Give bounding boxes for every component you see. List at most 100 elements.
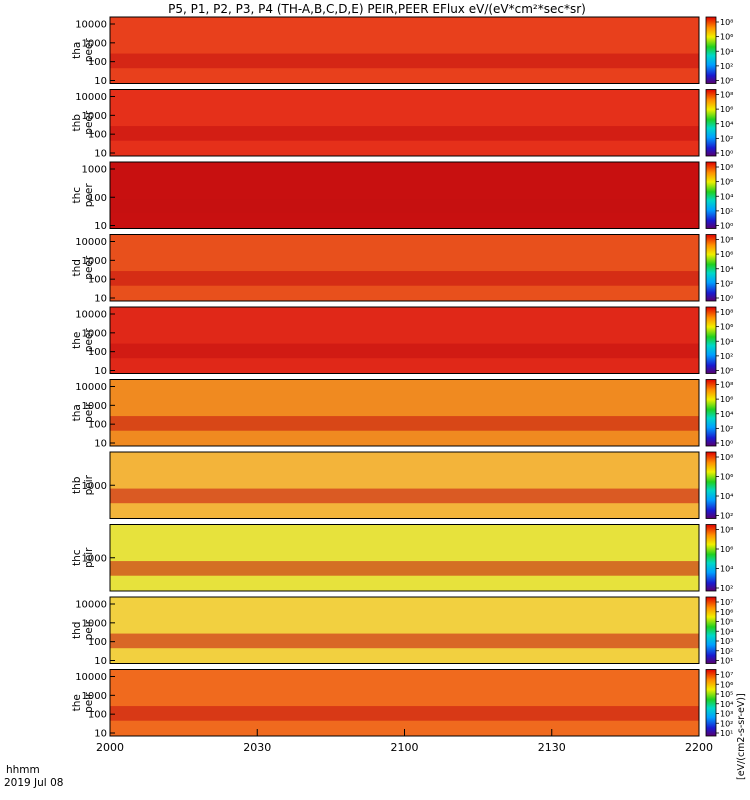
colorbar-tick-label: 10² — [720, 134, 733, 143]
panel-label-instrument: peer — [83, 183, 95, 208]
heatmap-area — [110, 379, 699, 446]
colorbar-tick-label: 10⁶ — [720, 33, 733, 42]
panel-tha-peer: tha peer 10000 1000 100 10 10⁸ 10⁶ 10⁴ 10² 10⁰ — [71, 16, 733, 87]
panel-label-probe: tha — [71, 404, 83, 421]
panel-label-probe: the — [71, 332, 83, 349]
y-tick-label: 100 — [88, 637, 107, 648]
panel-frame — [109, 379, 700, 447]
heatmap-core-band — [110, 561, 699, 576]
panel-label-probe: tha — [71, 42, 83, 59]
colorbar-tick-label: 10⁴ — [720, 337, 733, 346]
colorbar-tick-label: 10⁰ — [720, 367, 733, 376]
colorbar-tick-label: 10⁶ — [720, 105, 733, 114]
colorbar-tick-label: 10⁶ — [720, 608, 733, 617]
panel-frame — [109, 596, 700, 664]
y-tick-label: 10 — [94, 149, 107, 160]
colorbar-tick-label: 10⁸ — [720, 163, 733, 172]
heatmap-area — [110, 89, 699, 156]
colorbar-tick-label: 10⁶ — [720, 473, 733, 482]
panel-label-probe: thb — [71, 114, 83, 132]
colorbar-tick-label: 10⁷ — [720, 598, 733, 607]
y-tick-label: 10000 — [75, 20, 107, 31]
colorbar-tick-label: 10⁸ — [720, 91, 733, 100]
heatmap-core-band — [110, 488, 699, 504]
figure-title: P5, P1, P2, P3, P4 (TH-A,B,C,D,E) PEIR,P… — [168, 2, 586, 16]
colorbar-tick-label: 10² — [720, 352, 733, 361]
heatmap-core-band — [110, 343, 699, 359]
colorbar-tick-label: 10⁸ — [720, 381, 733, 390]
y-tick-label: 100 — [88, 193, 107, 204]
panel-label-probe: the — [71, 694, 83, 711]
y-tick-label: 10 — [94, 76, 107, 87]
panel-label-instrument: peir — [83, 619, 95, 640]
colorbar-tick-label: 10⁴ — [720, 700, 733, 709]
colorbar-tick-label: 10⁸ — [720, 308, 733, 317]
colorbar-tick-label: 10⁵ — [720, 690, 733, 699]
colorbar-tick-label: 10² — [720, 719, 733, 728]
heatmap-area — [110, 162, 699, 229]
colorbar-tick-label: 10⁷ — [720, 671, 733, 680]
colorbar-tick-label: 10⁴ — [720, 492, 733, 501]
panel-label-instrument: peir — [83, 402, 95, 423]
panel-frame — [109, 16, 700, 84]
x-tick-label: 2000 — [96, 741, 124, 754]
colorbar — [705, 234, 717, 302]
y-tick-label: 10000 — [75, 310, 107, 321]
panel-label-probe: thb — [71, 476, 83, 494]
colorbar — [705, 89, 717, 157]
y-tick-label: 1000 — [82, 111, 107, 122]
colorbar-tick-label: 10⁰ — [720, 149, 733, 158]
colorbar-tick-label: 10⁰ — [720, 294, 733, 303]
panel-frame — [109, 234, 700, 302]
colorbar-tick-label: 10¹ — [720, 657, 733, 666]
colorbar-tick-label: 10³ — [720, 710, 733, 719]
y-tick-label: 10 — [94, 294, 107, 305]
panel-label-instrument: peir — [83, 547, 95, 568]
colorbar-tick-label: 10⁴ — [720, 565, 733, 574]
y-tick-label: 10000 — [75, 382, 107, 393]
y-tick-label: 100 — [88, 420, 107, 431]
y-tick-label: 10 — [94, 439, 107, 450]
panel-label-instrument: peer — [83, 328, 95, 353]
colorbar-tick-label: 10⁴ — [720, 47, 733, 56]
colorbar-tick-label: 10⁶ — [720, 545, 733, 554]
y-tick-label: 1000 — [82, 401, 107, 412]
heatmap-area — [110, 669, 699, 736]
colorbar-tick-label: 10² — [720, 62, 733, 71]
colorbar-tick-label: 10⁰ — [720, 77, 733, 86]
panel-frame — [109, 89, 700, 157]
panel-label-probe: thc — [71, 549, 83, 566]
heatmap-area — [110, 597, 699, 664]
colorbar — [705, 451, 717, 519]
y-tick-label: 100 — [88, 275, 107, 286]
panel-label-instrument: peer — [83, 110, 95, 135]
y-tick-label: 10000 — [75, 237, 107, 248]
y-tick-label: 1000 — [82, 553, 107, 564]
panel-label-probe: thd — [71, 622, 83, 639]
panel-label-instrument: peir — [83, 692, 95, 713]
x-tick-label: 2100 — [391, 741, 419, 754]
colorbar — [705, 669, 717, 737]
colorbar — [705, 524, 717, 592]
colorbar-tick-label: 10⁶ — [720, 395, 733, 404]
panel-tha-peir: tha peir 10000 1000 100 10 10⁸ 10⁶ 10⁴ 10² 10⁰ — [71, 379, 733, 450]
colorbar-tick-label: 10⁶ — [720, 680, 733, 689]
heatmap-core-band — [110, 198, 699, 214]
panel-label-probe: thd — [71, 259, 83, 276]
panel-label-instrument: peer — [83, 255, 95, 280]
colorbar — [705, 379, 717, 447]
colorbar-tick-label: 10⁸ — [720, 236, 733, 245]
colorbar-tick-label: 10⁵ — [720, 618, 733, 627]
colorbar-tick-label: 10⁸ — [720, 453, 733, 462]
colorbar-tick-label: 10⁴ — [720, 627, 733, 636]
colorbar-tick-label: 10⁴ — [720, 265, 733, 274]
x-tick-label: 2130 — [538, 741, 566, 754]
panel-thd-peir: thd peir 10000 1000 100 10 10⁷10⁶10⁵10⁴10³10²1… — [71, 596, 733, 667]
y-tick-label: 1000 — [82, 481, 107, 492]
colorbar-tick-label: 10² — [720, 279, 733, 288]
colorbar-tick-label: 10⁶ — [720, 250, 733, 259]
colorbar-tick-label: 10² — [720, 647, 733, 656]
colorbar — [705, 306, 717, 374]
